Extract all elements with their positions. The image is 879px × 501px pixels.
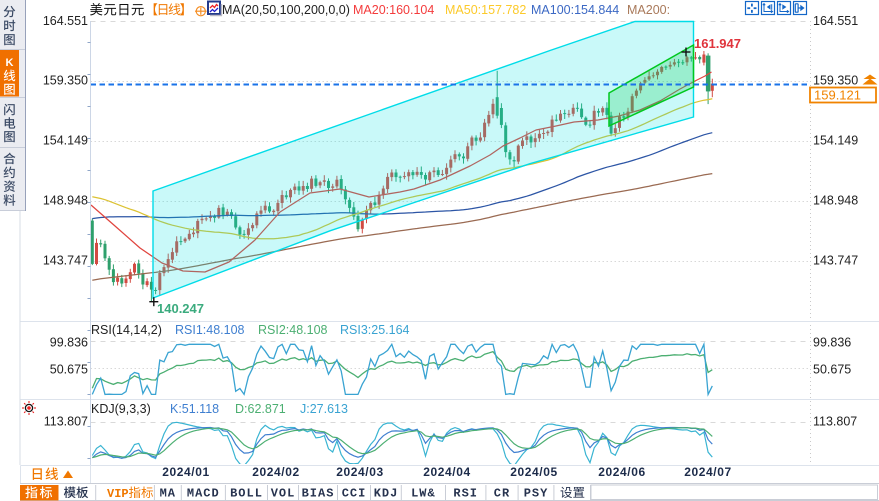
svg-text:159.350: 159.350 [43,74,88,88]
svg-text:164.551: 164.551 [813,14,858,28]
svg-text:2024/05: 2024/05 [510,465,558,479]
svg-text:K: K [6,57,14,69]
svg-text:164.551: 164.551 [43,14,88,28]
svg-text:MA(20,50,100,200,0,0): MA(20,50,100,200,0,0) [222,3,350,17]
svg-text:RSI1:48.108: RSI1:48.108 [175,323,245,337]
svg-text:2024/01: 2024/01 [162,465,210,479]
svg-text:113.807: 113.807 [813,415,857,429]
svg-text:BOLL: BOLL [230,487,263,501]
svg-text:140.247: 140.247 [157,301,204,316]
svg-text:154.149: 154.149 [43,134,88,148]
svg-text:PSY: PSY [524,487,549,501]
svg-text:50.675: 50.675 [50,363,88,377]
svg-text:154.149: 154.149 [813,134,858,148]
svg-text:159.350: 159.350 [813,74,858,88]
svg-text:50.675: 50.675 [813,363,851,377]
svg-text:99.836: 99.836 [813,336,851,350]
svg-text:MA100:154.844: MA100:154.844 [531,3,619,17]
svg-text:D:62.871: D:62.871 [235,402,286,416]
svg-text:148.948: 148.948 [43,194,88,208]
svg-text:J:27.613: J:27.613 [300,402,348,416]
svg-text:2024/02: 2024/02 [252,465,300,479]
svg-text:VIP: VIP [107,487,129,501]
svg-text:KDJ: KDJ [374,487,399,501]
svg-text:MACD: MACD [187,487,220,501]
svg-text:CR: CR [494,487,510,501]
svg-text:99.836: 99.836 [50,336,88,350]
svg-text:2024/06: 2024/06 [598,465,646,479]
svg-text:RSI: RSI [453,487,478,501]
svg-text:RSI2:48.108: RSI2:48.108 [258,323,328,337]
svg-text:BIAS: BIAS [302,487,335,501]
svg-text:RSI3:25.164: RSI3:25.164 [340,323,410,337]
svg-text:2024/07: 2024/07 [684,465,732,479]
svg-text:159.121: 159.121 [814,88,861,103]
svg-text:MA: MA [160,487,176,501]
svg-text:CCI: CCI [342,487,367,501]
svg-text:MA200:: MA200: [627,3,670,17]
svg-text:LW&: LW& [411,487,436,501]
svg-text:VOL: VOL [271,487,296,501]
svg-text:143.747: 143.747 [813,254,858,268]
svg-text:RSI(14,14,2): RSI(14,14,2) [91,323,162,337]
svg-text:MA20:160.104: MA20:160.104 [353,3,434,17]
svg-text:MA50:157.782: MA50:157.782 [445,3,526,17]
svg-text:K:51.118: K:51.118 [170,402,219,416]
svg-text:143.747: 143.747 [43,254,88,268]
svg-text:161.947: 161.947 [694,36,741,51]
svg-text:KDJ(9,3,3): KDJ(9,3,3) [91,402,151,416]
svg-text:148.948: 148.948 [813,194,858,208]
svg-text:2024/04: 2024/04 [423,465,471,479]
svg-text:113.807: 113.807 [44,415,88,429]
svg-text:2024/03: 2024/03 [336,465,384,479]
